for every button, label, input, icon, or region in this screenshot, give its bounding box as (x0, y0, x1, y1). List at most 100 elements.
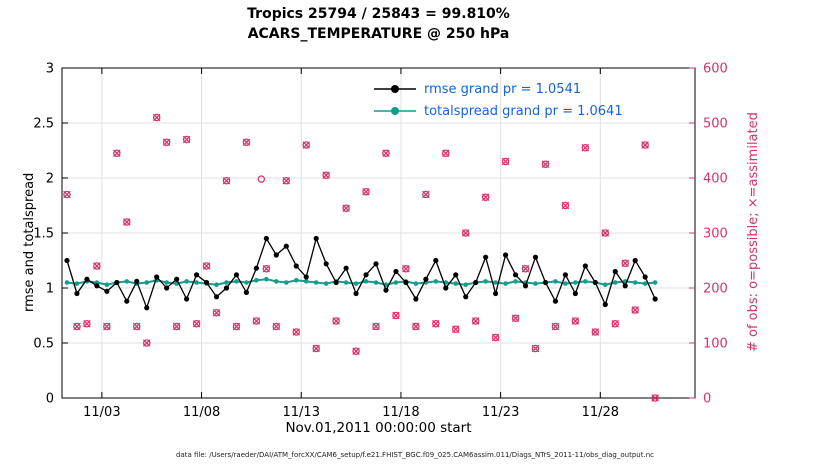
legend-label-totalspread: totalspread grand pr = 1.0641 (424, 103, 623, 119)
obs-possible-marker (432, 319, 440, 328)
totalspread-point (283, 280, 289, 285)
obs-possible-marker (382, 149, 390, 157)
rmse-point (243, 289, 250, 295)
rmse-point (104, 288, 110, 294)
x-tick-label: 11/03 (83, 405, 120, 420)
totalspread-point (313, 280, 319, 285)
rmse-point (64, 257, 70, 264)
rmse-point (124, 298, 130, 304)
obs-possible-marker (561, 201, 570, 210)
totalspread-point (234, 279, 239, 284)
rmse-point (184, 296, 190, 302)
totalspread-point (124, 279, 130, 284)
obs-possible-marker (342, 204, 350, 212)
obs-possible-marker (352, 347, 360, 355)
rmse-point (343, 265, 349, 271)
rmse-point (283, 243, 289, 249)
rmse-point (84, 276, 90, 282)
rmse-point (602, 301, 608, 308)
obs-possible-marker (322, 171, 330, 179)
obs-possible-marker (611, 319, 620, 328)
rmse-point (572, 290, 578, 297)
obs-possible-marker (93, 262, 101, 270)
totalspread-point (373, 280, 379, 285)
right-tick-label: 400 (703, 172, 728, 187)
totalspread-point (74, 281, 80, 286)
rmse-point (333, 279, 339, 286)
totalspread-point (244, 280, 249, 285)
left-tick-label: 0 (46, 392, 54, 407)
totalspread-point (104, 282, 110, 288)
left-y-axis-label: rmse and totalspread (22, 172, 37, 312)
x-tick-label: 11/18 (382, 405, 419, 420)
totalspread-point (323, 281, 329, 286)
rmse-point (483, 254, 489, 260)
rmse-point (532, 254, 539, 260)
rmse-point (94, 283, 100, 289)
x-tick-label: 11/08 (183, 405, 220, 420)
rmse-point (473, 279, 479, 286)
rmse-point (403, 279, 409, 286)
rmse-point (502, 252, 509, 258)
obs-possible-marker (601, 229, 610, 237)
obs-possible-marker (372, 322, 380, 331)
obs-possible-marker (551, 322, 560, 331)
rmse-point (263, 235, 269, 242)
obs-possible-marker (142, 339, 151, 347)
left-tick-label: 1 (46, 282, 54, 297)
legend-marker-rmse-icon (374, 85, 416, 93)
rmse-point (303, 274, 309, 280)
rmse-point (323, 261, 329, 267)
totalspread-point (553, 279, 558, 284)
obs-possible-marker (631, 306, 639, 314)
rmse-point (363, 272, 369, 278)
obs-possible-marker (172, 322, 181, 331)
totalspread-point (483, 279, 488, 284)
obs-possible-marker (133, 322, 141, 331)
rmse-point (74, 290, 80, 297)
totalspread-point (463, 282, 469, 288)
totalspread-point (533, 281, 538, 286)
rmse-point (582, 263, 588, 269)
obs-possible-marker (83, 319, 91, 328)
obs-possible-marker (521, 264, 530, 273)
totalspread-point (513, 279, 518, 284)
rmse-point (193, 272, 200, 278)
left-tick-label: 2 (46, 172, 54, 187)
rmse-point (293, 263, 299, 269)
obs-possible-marker (571, 317, 580, 325)
rmse-point (433, 257, 439, 264)
obs-possible-marker (242, 138, 251, 146)
x-tick-label: 11/28 (582, 405, 619, 420)
obs-possible-marker (461, 229, 470, 237)
obs-possible-marker (442, 149, 450, 157)
rmse-point (174, 276, 180, 282)
rmse-point (622, 283, 628, 289)
totalspread-point (573, 280, 578, 285)
rmse-point (134, 278, 140, 284)
obs-possible-marker (257, 175, 266, 183)
rmse-point (313, 235, 319, 242)
rmse-point (652, 296, 658, 302)
rmse-point (213, 294, 220, 300)
obs-possible-marker (651, 394, 659, 402)
rmse-point (383, 287, 389, 293)
obs-possible-marker (202, 262, 211, 270)
obs-possible-marker (302, 141, 310, 149)
rmse-point (453, 272, 459, 278)
legend-marker-totalspread-icon (374, 107, 416, 115)
right-tick-label: 600 (703, 62, 728, 77)
totalspread-point (194, 280, 199, 285)
rmse-point (562, 272, 569, 278)
obs-possible-marker (501, 157, 510, 166)
obs-possible-marker (182, 135, 191, 144)
rmse-point (373, 261, 379, 267)
legend-row-totalspread: totalspread grand pr = 1.0641 (372, 100, 623, 122)
totalspread-point (583, 279, 588, 284)
obs-possible-marker (412, 322, 420, 331)
totalspread-point (293, 278, 299, 283)
rmse-point (253, 265, 259, 271)
totalspread-point (214, 282, 219, 288)
